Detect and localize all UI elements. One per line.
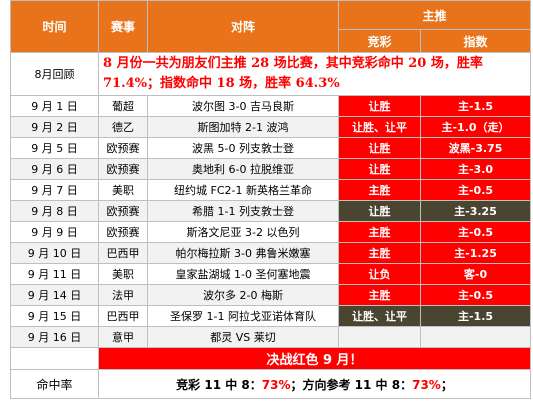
zhishu: 主-3.25	[419, 200, 532, 222]
match: 希腊 1-1 列支敦士登	[147, 200, 339, 222]
jingcai: 让胜	[338, 95, 421, 117]
jingcai: 让胜	[338, 158, 421, 180]
zhishu: 主-1.25	[419, 242, 532, 264]
row: 9 月 15 日巴西甲 圣保罗 1-1 阿拉戈亚诺体育队 让胜、让平 主-1.5	[10, 305, 532, 327]
summary-label: 命中率	[10, 369, 99, 399]
date: 9 月 6 日	[10, 158, 99, 180]
header-recommend: 主推	[337, 0, 532, 30]
summary-rate: 73%	[412, 377, 441, 392]
date: 9 月 2 日	[10, 116, 99, 138]
zhishu: 主-0.5	[419, 284, 532, 306]
zhishu: 主-1.0（走）	[419, 116, 532, 138]
zhishu: 主-3.0	[419, 158, 532, 180]
row: 9 月 5 日欧预赛 波黑 5-0 列支敦士登 让胜 波黑-3.75	[10, 137, 532, 159]
jingcai: 主胜	[338, 284, 421, 306]
match: 奥地利 6-0 拉脱维亚	[147, 158, 339, 180]
league: 法甲	[98, 284, 148, 306]
header-jingcai: 竞彩	[338, 29, 421, 53]
jingcai: 让胜、让平	[338, 305, 421, 327]
jingcai: 让负	[338, 263, 421, 285]
row: 9 月 8 日欧预赛 希腊 1-1 列支敦士登 让胜 主-3.25	[10, 200, 532, 222]
jingcai	[338, 326, 421, 348]
match: 斯洛文尼亚 3-2 以色列	[147, 221, 339, 243]
row: 9 月 2 日德乙 斯图加特 2-1 波鸿 让胜、让平 主-1.0（走）	[10, 116, 532, 138]
summary-text: ；方向参考 11 中 8：	[290, 377, 413, 392]
row: 9 月 9 日欧预赛 斯洛文尼亚 3-2 以色列 主胜 主-0.5	[10, 221, 532, 243]
match: 波尔图 3-0 吉马良斯	[147, 95, 339, 117]
date: 9 月 11 日	[10, 263, 99, 285]
row: 9 月 16 日意甲 都灵 VS 莱切	[10, 326, 532, 348]
date: 9 月 1 日	[10, 95, 99, 117]
date: 9 月 7 日	[10, 179, 99, 201]
row: 9 月 7 日美职 纽约城 FC2-1 新英格兰革命 主胜 主-0.5	[10, 179, 532, 201]
summary: 竞彩 11 中 8：73%；方向参考 11 中 8：73%；	[97, 369, 532, 399]
header-league: 赛事	[98, 0, 148, 53]
banner-blank	[10, 347, 99, 370]
match: 皇家盐湖城 1-0 圣何塞地震	[147, 263, 339, 285]
league: 美职	[98, 263, 148, 285]
row: 9 月 14 日法甲 波尔多 2-0 梅斯 主胜 主-0.5	[10, 284, 532, 306]
league: 欧预赛	[98, 158, 148, 180]
league: 德乙	[98, 116, 148, 138]
header-match: 对阵	[147, 0, 339, 53]
date: 9 月 5 日	[10, 137, 99, 159]
match: 斯图加特 2-1 波鸿	[147, 116, 339, 138]
review-text: 8 月份一共为朋友们主推 28 场比赛，其中竞彩命中 20 场，胜率 71.4%…	[97, 52, 532, 96]
banner: 决战红色 9 月！	[97, 347, 532, 370]
schedule-table: 时间 赛事 对阵 主推 竞彩 指数 8月回顾 8 月份一共为朋友们主推 28 场…	[10, 0, 532, 399]
zhishu: 主-1.5	[419, 305, 532, 327]
date: 9 月 8 日	[10, 200, 99, 222]
match: 都灵 VS 莱切	[147, 326, 339, 348]
row: 9 月 6 日欧预赛 奥地利 6-0 拉脱维亚 让胜 主-3.0	[10, 158, 532, 180]
match: 圣保罗 1-1 阿拉戈亚诺体育队	[147, 305, 339, 327]
league: 巴西甲	[98, 242, 148, 264]
zhishu: 波黑-3.75	[419, 137, 532, 159]
zhishu: 主-0.5	[419, 179, 532, 201]
row: 9 月 1 日葡超 波尔图 3-0 吉马良斯 让胜 主-1.5	[10, 95, 532, 117]
jingcai: 主胜	[338, 221, 421, 243]
jingcai: 让胜	[338, 137, 421, 159]
row: 9 月 11 日美职 皇家盐湖城 1-0 圣何塞地震 让负 客-0	[10, 263, 532, 285]
match: 波黑 5-0 列支敦士登	[147, 137, 339, 159]
league: 巴西甲	[98, 305, 148, 327]
summary-text: 竞彩 11 中 8：	[176, 377, 262, 392]
jingcai: 让胜、让平	[338, 116, 421, 138]
match: 帕尔梅拉斯 3-0 弗鲁米嫩塞	[147, 242, 339, 264]
jingcai: 主胜	[338, 179, 421, 201]
league: 美职	[98, 179, 148, 201]
header-time: 时间	[10, 0, 99, 53]
league: 欧预赛	[98, 200, 148, 222]
summary-text: ；	[440, 377, 453, 392]
league: 欧预赛	[98, 137, 148, 159]
review-label: 8月回顾	[10, 52, 99, 96]
date: 9 月 9 日	[10, 221, 99, 243]
zhishu: 客-0	[419, 263, 532, 285]
zhishu: 主-1.5	[419, 95, 532, 117]
zhishu: 主-0.5	[419, 221, 532, 243]
zhishu	[419, 326, 532, 348]
match: 纽约城 FC2-1 新英格兰革命	[147, 179, 339, 201]
date: 9 月 16 日	[10, 326, 99, 348]
jingcai: 主胜	[338, 242, 421, 264]
jingcai: 让胜	[338, 200, 421, 222]
date: 9 月 10 日	[10, 242, 99, 264]
rows: 9 月 1 日葡超 波尔图 3-0 吉马良斯 让胜 主-1.5 9 月 2 日德乙 斯图加…	[10, 95, 532, 348]
league: 欧预赛	[98, 221, 148, 243]
league: 意甲	[98, 326, 148, 348]
summary-rate: 73%	[261, 377, 291, 392]
header-zhishu: 指数	[419, 29, 532, 53]
date: 9 月 15 日	[10, 305, 99, 327]
row: 9 月 10 日巴西甲 帕尔梅拉斯 3-0 弗鲁米嫩塞 主胜 主-1.25	[10, 242, 532, 264]
match: 波尔多 2-0 梅斯	[147, 284, 339, 306]
date: 9 月 14 日	[10, 284, 99, 306]
league: 葡超	[98, 95, 148, 117]
